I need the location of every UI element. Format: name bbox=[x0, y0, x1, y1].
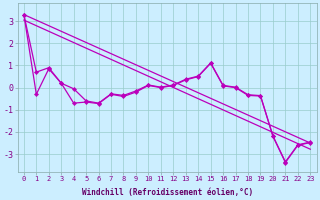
X-axis label: Windchill (Refroidissement éolien,°C): Windchill (Refroidissement éolien,°C) bbox=[82, 188, 253, 197]
